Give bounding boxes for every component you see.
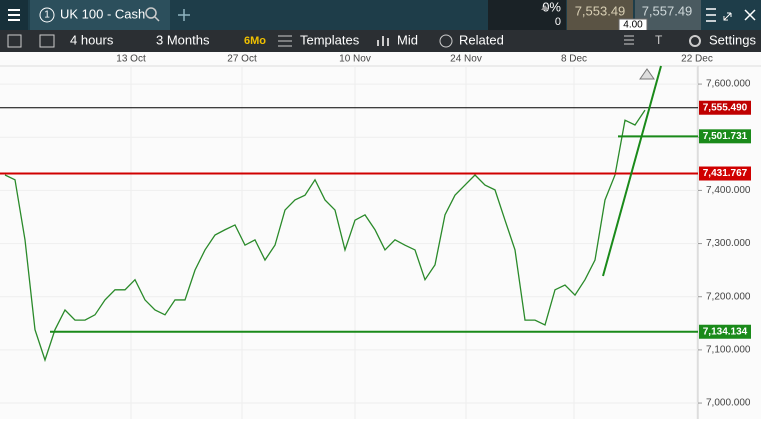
- interval[interactable]: 4 hours: [70, 32, 114, 47]
- x-tick-label: 24 Nov: [450, 54, 482, 65]
- close-icon[interactable]: [744, 9, 756, 21]
- instrument-name: UK 100 - Cash: [60, 6, 145, 21]
- level-label-box: [699, 129, 751, 144]
- sell-price: 7,553.49: [575, 3, 626, 18]
- x-tick-label: 10 Nov: [339, 54, 371, 65]
- x-tick-label: 8 Dec: [561, 54, 587, 65]
- templates-icon: [278, 35, 292, 47]
- menu-icon: [8, 9, 20, 21]
- level-label-box: [699, 100, 751, 115]
- y-tick-label: 7,100.000: [706, 345, 751, 356]
- y-tick-label: 7,200.000: [706, 291, 751, 302]
- tab-index: 1: [44, 10, 50, 21]
- y-tick-label: 7,400.000: [706, 185, 751, 196]
- change-arrow: [541, 5, 549, 10]
- trend-line: [602, 65, 662, 277]
- plot: 7,000.000 7,100.000 7,200.000 7,300.000 7,40…: [0, 54, 751, 419]
- change: 0: [555, 16, 561, 28]
- spread: 4.00: [623, 20, 643, 31]
- list-icon[interactable]: [706, 8, 716, 22]
- mid-icon: [377, 36, 389, 46]
- level-label: 7,555.490: [703, 102, 748, 113]
- x-tick-label: 27 Oct: [227, 54, 257, 65]
- related-icon: [439, 34, 453, 48]
- y-tick-label: 7,600.000: [706, 79, 751, 90]
- expand-icon[interactable]: [723, 12, 732, 21]
- scroll-marker[interactable]: [639, 68, 655, 80]
- related[interactable]: Related: [459, 32, 504, 47]
- settings[interactable]: Settings: [709, 32, 756, 47]
- font-icon[interactable]: T: [655, 33, 663, 47]
- range[interactable]: 3 Months: [156, 32, 210, 47]
- legend-icon[interactable]: [624, 35, 634, 45]
- level-label-box: [699, 166, 751, 181]
- chart-area: [0, 52, 761, 419]
- change-pct: 0%: [542, 0, 561, 14]
- templates[interactable]: Templates: [300, 32, 360, 47]
- price-type[interactable]: Mid: [397, 32, 418, 47]
- buy-price: 7,557.49: [642, 3, 693, 18]
- add-tab[interactable]: [178, 9, 190, 21]
- search-icon-handle: [154, 16, 160, 22]
- x-tick-label: 13 Oct: [116, 54, 146, 65]
- tab-index-circle: [39, 7, 55, 23]
- level-label: 7,501.731: [703, 131, 748, 142]
- level-label: 7,431.767: [703, 168, 748, 179]
- search-icon[interactable]: [145, 7, 157, 19]
- range-badge[interactable]: 6Mo: [244, 35, 266, 47]
- y-tick-label: 7,000.000: [706, 398, 751, 409]
- layout-icon[interactable]: [39, 34, 55, 48]
- change-box: [488, 0, 566, 30]
- level-label: 7,134.134: [703, 326, 748, 337]
- toolbar: [0, 30, 761, 52]
- settings-icon: [689, 35, 701, 47]
- x-tick-label: 22 Dec: [681, 54, 713, 65]
- y-tick-label: 7,300.000: [706, 238, 751, 249]
- price-line: [4, 109, 646, 363]
- level-label-box: [699, 324, 751, 339]
- panel-icon[interactable]: [7, 34, 22, 48]
